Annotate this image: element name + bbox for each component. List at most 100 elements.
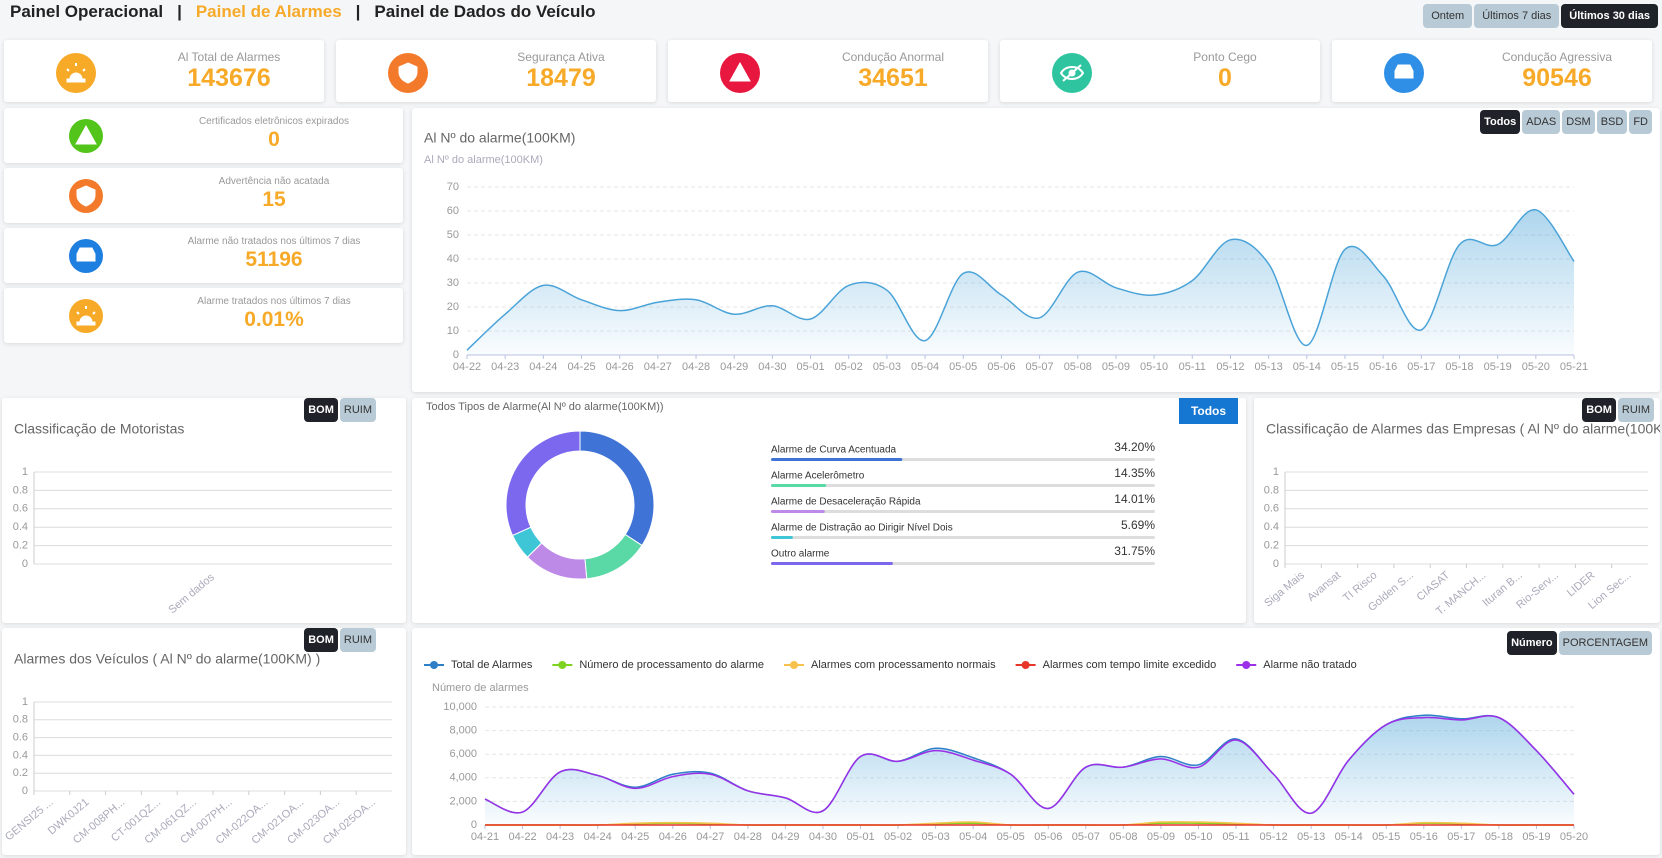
nav-tab[interactable]: Painel de Alarmes (195, 2, 342, 21)
x-tick-label: 05-19 (1522, 831, 1550, 843)
legend-label: Alarmes com processamento normais (811, 659, 996, 671)
value-label: 14.01% (1114, 492, 1155, 506)
y-tick-label: 1 (22, 466, 28, 478)
chart: Todos Tipos de Alarme(Al Nº do alarme(10… (426, 401, 1155, 580)
legend-bar (771, 510, 825, 513)
y-tick-label: 0.6 (13, 732, 28, 744)
legend-track (771, 510, 1155, 513)
x-tick-label: 05-01 (846, 831, 874, 843)
toggle-button[interactable]: PORCENTAGEM (1558, 631, 1652, 655)
x-tick-label: 04-25 (567, 361, 595, 373)
legend-marker (430, 661, 438, 669)
x-tick-label: 04-26 (659, 831, 687, 843)
x-tick-label: 04-23 (546, 831, 574, 843)
toggle-button[interactable]: Número (1507, 631, 1557, 655)
side-stat-card: Certificados eletrônicos expirados 0 (4, 108, 403, 163)
icon-glyph (76, 247, 96, 262)
stat-icon (1052, 53, 1092, 93)
y-tick-label: 30 (447, 277, 459, 289)
x-tick-label: 05-11 (1179, 361, 1206, 373)
y-tick-label: 0 (22, 785, 28, 797)
x-tick-label: 05-14 (1335, 831, 1363, 843)
side-stat-value: 0 (268, 128, 280, 151)
legend-bar (771, 562, 893, 565)
x-tick-label: Avansat (1305, 569, 1343, 604)
period-button[interactable]: Últimos 7 dias (1474, 4, 1560, 28)
x-tick-label: 04-24 (584, 831, 612, 843)
chart-title: Todos Tipos de Alarme(Al Nº do alarme(10… (426, 401, 664, 413)
toggle-button[interactable]: RUIM (1617, 398, 1654, 422)
icon-shape (66, 63, 86, 72)
legend-track (771, 536, 1155, 539)
toggle-button[interactable]: Todos (1480, 110, 1521, 134)
x-tick-label: 04-30 (809, 831, 837, 843)
stat-value: 90546 (1522, 64, 1592, 92)
y-axis-label: Número de alarmes (432, 682, 529, 694)
x-tick-label: 05-07 (1026, 361, 1054, 373)
side-stat-value: 51196 (245, 248, 303, 271)
y-tick-label: 70 (447, 181, 459, 193)
legend-label: Número de processamento do alarme (579, 659, 764, 671)
icon-shape (76, 306, 96, 315)
period-button[interactable]: Últimos 30 dias (1561, 4, 1658, 28)
x-tick-label: Siga Mais (1262, 569, 1307, 610)
toggle-button[interactable]: BOM (304, 398, 338, 422)
toggle-button[interactable]: ADAS (1522, 110, 1561, 134)
side-stat-value: 15 (262, 188, 286, 211)
x-tick-label: 05-17 (1447, 831, 1475, 843)
filter-button[interactable]: Todos (1179, 398, 1238, 424)
area (467, 209, 1574, 355)
legend-label: Alarme Acelerômetro (771, 471, 865, 482)
nav-tab[interactable]: Painel Operacional (10, 2, 164, 21)
toggle-button[interactable]: BOM (304, 628, 338, 652)
chart-title: Alarmes dos Veículos ( Al Nº do alarme(1… (14, 651, 320, 667)
toggle-button[interactable]: DSM (1562, 110, 1595, 134)
x-tick-label: 05-01 (796, 361, 824, 373)
x-tick-label: 05-15 (1331, 361, 1359, 373)
x-tick-label: 04-30 (758, 361, 786, 373)
chart: Al Nº do alarme(100KM) Al Nº do alarme(10… (424, 130, 1588, 373)
icon-glyph (76, 185, 96, 207)
x-tick-label: 05-16 (1369, 361, 1397, 373)
y-tick-label: 0.4 (1264, 521, 1279, 533)
stat-card: Condução Agressiva 90546 (1332, 40, 1652, 102)
x-tick-label: 05-17 (1407, 361, 1435, 373)
icon-glyph (1059, 64, 1085, 82)
x-tick-label: 05-13 (1297, 831, 1325, 843)
toggle-button[interactable]: BOM (1582, 398, 1616, 422)
nav-tab[interactable]: Painel de Dados do Veículo (374, 2, 596, 21)
stat-card: Ponto Cego 0 (1000, 40, 1320, 102)
y-tick-label: 10 (447, 325, 459, 337)
value-label: 14.35% (1114, 466, 1155, 480)
x-tick-label: 05-09 (1102, 361, 1130, 373)
toggle-button[interactable]: RUIM (339, 628, 376, 652)
legend-marker (558, 661, 567, 669)
line (466, 209, 1575, 351)
chart: Total de Alarmes Número de processamento … (424, 659, 1588, 843)
legend-marker (789, 661, 798, 669)
y-tick-label: 0.4 (13, 749, 28, 761)
period-button[interactable]: Ontem (1423, 4, 1473, 28)
panel: Classificação de Motoristas 0 0.2 0.4 0.6 0.8… (2, 398, 406, 623)
x-tick-label: 05-18 (1485, 831, 1513, 843)
x-tick-label: 05-19 (1484, 361, 1512, 373)
toggle-button[interactable]: FD (1629, 110, 1652, 134)
side-stat-icon (69, 119, 103, 153)
icon-shape (75, 124, 97, 145)
icon-glyph (398, 62, 418, 84)
icon-shape (76, 315, 96, 326)
legend-marker (1021, 661, 1030, 669)
side-stat-icon (69, 299, 103, 333)
toggle-button[interactable]: BSD (1596, 110, 1628, 134)
toggle-button[interactable]: RUIM (339, 398, 376, 422)
y-tick-label: 6,000 (449, 748, 477, 760)
icon-shape (1394, 64, 1414, 79)
period-buttons: Ontem Últimos 7 dias Últimos 30 dias (1421, 4, 1658, 28)
nav-separator: | (355, 2, 361, 21)
icon-shape (1062, 64, 1082, 82)
stat-card: Segurança Ativa 18479 (336, 40, 656, 102)
y-tick-label: 0 (22, 558, 28, 570)
line (484, 715, 1575, 814)
chart-title: Classificação de Alarmes das Empresas ( … (1266, 421, 1660, 437)
stat-value: 143676 (187, 64, 271, 92)
